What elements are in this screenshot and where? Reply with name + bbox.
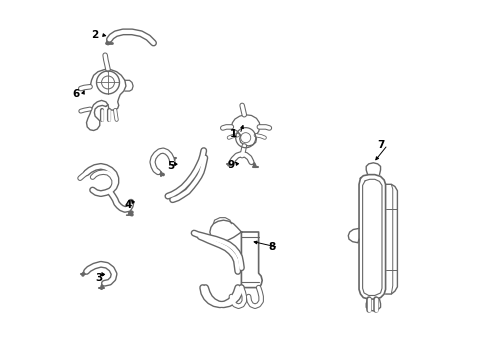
Text: 2: 2: [92, 30, 98, 40]
Text: 9: 9: [228, 160, 235, 170]
Text: 6: 6: [73, 89, 80, 99]
Text: 3: 3: [95, 273, 102, 283]
Text: 8: 8: [268, 242, 275, 252]
Text: 7: 7: [378, 140, 385, 150]
Text: 4: 4: [125, 200, 132, 210]
Text: 1: 1: [230, 129, 237, 139]
Text: 5: 5: [167, 161, 174, 171]
